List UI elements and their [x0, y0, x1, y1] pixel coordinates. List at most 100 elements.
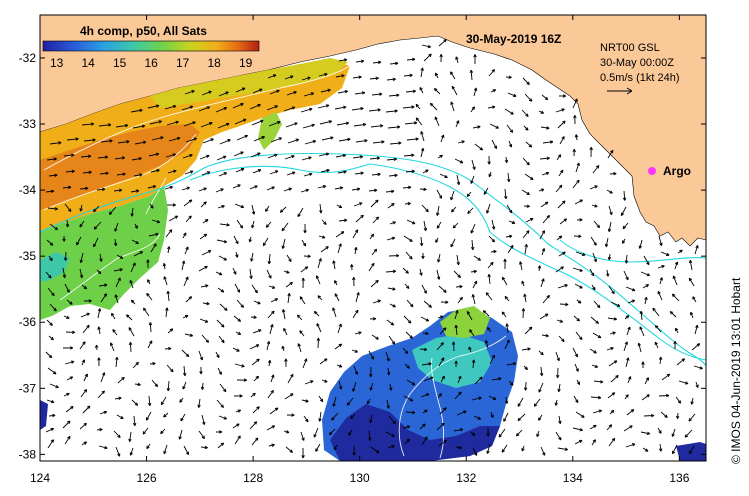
current-arrow	[336, 121, 350, 126]
current-arrow	[675, 396, 682, 404]
current-arrow	[539, 230, 545, 240]
current-arrow	[538, 110, 544, 114]
current-arrow	[419, 87, 424, 94]
current-arrow	[79, 186, 89, 191]
current-arrow	[541, 334, 549, 338]
current-arrow	[132, 415, 137, 427]
info-line-model: NRT00 GSL	[600, 42, 660, 54]
current-arrow	[487, 273, 491, 285]
current-arrow	[688, 277, 695, 287]
current-arrow	[555, 266, 564, 273]
current-arrow	[149, 203, 154, 209]
current-arrow	[45, 189, 55, 193]
current-arrow	[415, 103, 421, 110]
current-arrow	[504, 188, 508, 200]
current-arrow	[65, 169, 75, 174]
colorbar-tick-label: 19	[239, 56, 253, 70]
current-arrow	[450, 71, 456, 80]
current-arrow	[669, 311, 677, 318]
current-arrow	[592, 165, 600, 174]
current-arrow	[252, 406, 260, 414]
current-arrow	[151, 136, 164, 141]
current-arrow	[572, 148, 576, 157]
current-arrow	[328, 428, 336, 436]
current-arrow	[97, 357, 101, 367]
current-arrow	[201, 414, 206, 425]
current-arrow	[589, 185, 598, 190]
current-arrow	[402, 105, 415, 109]
date-title: 30-May-2019 16Z	[466, 32, 561, 46]
current-arrow	[110, 342, 115, 352]
current-arrow	[657, 427, 662, 434]
current-arrow	[66, 137, 79, 141]
current-arrow	[470, 223, 476, 234]
current-arrow	[471, 159, 476, 170]
current-arrow	[608, 205, 613, 216]
current-arrow	[505, 75, 512, 79]
current-arrow	[654, 325, 662, 333]
current-arrow	[302, 358, 308, 369]
current-arrow	[419, 187, 427, 192]
current-arrow	[166, 290, 170, 302]
current-arrow	[371, 92, 383, 96]
current-arrow	[353, 365, 358, 375]
current-arrow	[503, 258, 507, 269]
current-arrow	[316, 323, 322, 333]
current-arrow	[266, 269, 272, 279]
current-arrow	[267, 390, 274, 399]
current-arrow	[199, 367, 203, 375]
current-arrow	[98, 283, 108, 287]
current-arrow	[437, 393, 442, 399]
current-arrow	[115, 446, 121, 457]
current-arrow	[454, 360, 458, 368]
current-arrow	[218, 415, 227, 420]
current-arrow	[62, 235, 66, 242]
current-arrow	[675, 327, 679, 334]
current-arrow	[436, 422, 445, 431]
current-arrow	[440, 134, 445, 143]
current-arrow	[505, 234, 513, 239]
current-arrow	[554, 399, 558, 406]
current-arrow	[671, 428, 676, 437]
current-arrow	[403, 315, 412, 324]
current-arrow	[589, 348, 597, 354]
current-arrow	[46, 239, 54, 246]
current-arrow	[538, 414, 543, 421]
current-arrow	[201, 334, 210, 343]
current-arrow	[368, 108, 381, 112]
current-arrow	[115, 356, 119, 368]
current-arrow	[49, 303, 57, 312]
current-arrow	[522, 77, 530, 86]
current-arrow	[689, 445, 695, 454]
current-arrow	[508, 140, 513, 148]
current-arrow	[372, 299, 381, 304]
current-arrow	[575, 251, 586, 256]
colorbar-tick-label: 13	[50, 56, 64, 70]
current-arrow	[454, 324, 458, 336]
current-arrow	[234, 435, 241, 445]
current-arrow	[48, 335, 54, 341]
current-arrow	[352, 381, 357, 392]
current-arrow	[83, 373, 88, 382]
current-arrow	[504, 339, 510, 350]
current-arrow	[406, 219, 416, 225]
current-arrow	[162, 263, 167, 270]
current-arrow	[148, 152, 160, 157]
current-arrow	[284, 358, 288, 368]
current-arrow	[167, 328, 174, 334]
current-arrow	[657, 290, 663, 301]
current-arrow	[403, 73, 413, 78]
sst-corner-blue	[40, 400, 48, 430]
current-arrow	[490, 411, 494, 418]
current-arrow	[46, 319, 53, 326]
current-arrow	[66, 299, 73, 305]
current-arrow	[48, 413, 56, 418]
current-arrow	[455, 284, 463, 289]
current-arrow	[456, 254, 460, 266]
current-arrow	[517, 413, 526, 422]
current-arrow	[607, 221, 612, 232]
current-arrow	[406, 299, 414, 308]
current-arrow	[303, 172, 313, 177]
current-arrow	[606, 346, 614, 351]
current-arrow	[355, 292, 360, 303]
